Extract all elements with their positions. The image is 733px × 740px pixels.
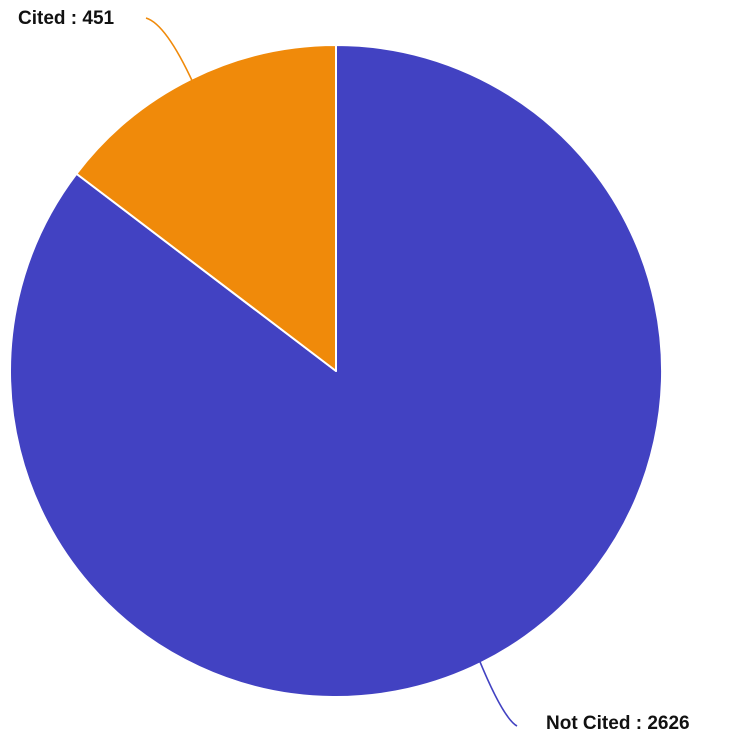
leader-line-cited [145,17,195,84]
pie-slices [9,44,663,698]
leader-line-not-cited [477,658,518,727]
slice-labels: Not Cited : 2626 Cited : 451 [18,8,690,734]
slice-label-not-cited: Not Cited : 2626 [546,713,690,734]
leader-lines [145,17,518,727]
slice-label-cited: Cited : 451 [18,8,115,29]
